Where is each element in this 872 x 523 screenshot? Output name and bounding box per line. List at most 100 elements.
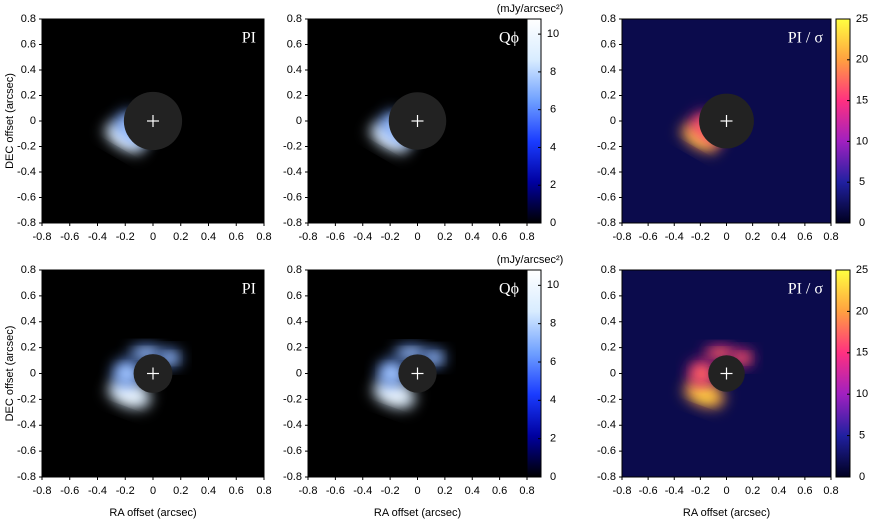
colorbar-tick-label: 2: [550, 433, 556, 445]
y-tick-label: 0: [296, 367, 302, 379]
y-tick-label: -0.4: [597, 419, 616, 431]
colorbar: [835, 18, 851, 224]
y-tick-label: 0.2: [287, 342, 302, 354]
y-tick-label: 0.8: [287, 13, 302, 25]
colorbar: [526, 18, 542, 224]
y-tick-label: -0.4: [283, 419, 302, 431]
x-tick-label: 0.8: [256, 485, 271, 497]
colorbar-tick-label: 2: [550, 179, 556, 191]
image: [42, 19, 264, 223]
y-tick-label: -0.8: [597, 217, 616, 229]
panel-title: PI / σ: [788, 281, 824, 298]
colorbar-tick-label: 25: [856, 264, 868, 276]
x-tick-label: -0.4: [353, 485, 372, 497]
colorbar-tick-label: 5: [859, 430, 865, 442]
x-tick-label: -0.6: [326, 231, 345, 243]
colorbar-label: (mJy/arcsec²): [497, 3, 564, 15]
colorbar-tick-label: 0: [859, 471, 865, 483]
colorbar-tick-label: 15: [856, 347, 868, 359]
x-tick-label: 0.6: [797, 485, 812, 497]
image: [308, 270, 527, 477]
x-tick-label: -0.2: [691, 231, 710, 243]
y-tick-label: 0.8: [287, 264, 302, 276]
x-tick-label: -0.8: [613, 231, 632, 243]
y-tick-label: 0: [296, 115, 302, 127]
y-tick-label: -0.8: [597, 471, 616, 483]
x-tick-label: -0.8: [613, 485, 632, 497]
colorbar: [835, 269, 851, 478]
y-tick-label: -0.2: [597, 140, 616, 152]
emission-core: [381, 386, 407, 402]
y-tick-label: 0.4: [287, 316, 302, 328]
y-tick-label: 0: [30, 115, 36, 127]
x-tick-label: 0.6: [492, 231, 507, 243]
y-tick-label: -0.4: [597, 166, 616, 178]
x-tick-label: -0.4: [665, 485, 684, 497]
colorbar-tick-label: 6: [550, 104, 556, 116]
x-tick-label: 0.2: [745, 485, 760, 497]
x-tick-label: -0.2: [116, 485, 135, 497]
colorbar-tick-label: 10: [856, 135, 868, 147]
emission-core: [383, 366, 400, 381]
y-tick-label: -0.4: [17, 419, 36, 431]
y-tick-label: 0.4: [601, 64, 616, 76]
colorbar-tick-label: 25: [856, 13, 868, 25]
x-tick-label: -0.6: [60, 231, 79, 243]
colorbar-tick-label: 4: [550, 394, 556, 406]
y-tick-label: -0.6: [17, 191, 36, 203]
colorbar-tick-label: 8: [550, 66, 556, 78]
x-tick-label: 0.6: [797, 231, 812, 243]
colorbar-tick-label: 4: [550, 141, 556, 153]
y-tick-label: -0.6: [597, 445, 616, 457]
panel-title: PI: [242, 281, 256, 298]
colorbar-label: (mJy/arcsec²): [497, 254, 564, 266]
x-axis-label: RA offset (arcsec): [374, 507, 461, 519]
x-tick-label: 0.4: [201, 485, 216, 497]
x-tick-label: -0.6: [326, 485, 345, 497]
x-tick-label: 0.8: [256, 231, 271, 243]
colorbar-tick-label: 5: [859, 176, 865, 188]
image: [308, 19, 527, 223]
y-tick-label: -0.8: [17, 217, 36, 229]
x-axis-label: RA offset (arcsec): [109, 507, 196, 519]
x-tick-label: 0: [414, 485, 420, 497]
x-tick-label: 0: [723, 485, 729, 497]
x-tick-label: -0.2: [691, 485, 710, 497]
emission-core: [116, 386, 143, 402]
colorbar-tick-label: 10: [547, 279, 559, 291]
y-tick-label: 0.6: [601, 290, 616, 302]
colorbar-tick-label: 0: [550, 217, 556, 229]
y-tick-label: -0.8: [283, 471, 302, 483]
colorbar-tick-label: 0: [550, 471, 556, 483]
x-tick-label: 0.2: [437, 231, 452, 243]
colorbar-tick-label: 8: [550, 318, 556, 330]
y-tick-label: -0.6: [283, 191, 302, 203]
x-tick-label: 0.4: [201, 231, 216, 243]
x-tick-label: 0.2: [745, 231, 760, 243]
image: [622, 19, 831, 223]
colorbar-tick-label: 20: [856, 54, 868, 66]
y-tick-label: 0.2: [287, 89, 302, 101]
x-tick-label: 0.4: [771, 485, 786, 497]
x-tick-label: 0: [150, 231, 156, 243]
y-tick-label: -0.8: [283, 217, 302, 229]
y-tick-label: -0.4: [17, 166, 36, 178]
x-tick-label: 0: [414, 231, 420, 243]
x-tick-label: -0.2: [381, 231, 400, 243]
x-tick-label: -0.2: [116, 231, 135, 243]
x-tick-label: 0.4: [771, 231, 786, 243]
x-tick-label: -0.6: [639, 231, 658, 243]
x-tick-label: -0.2: [381, 485, 400, 497]
x-tick-label: -0.4: [88, 485, 107, 497]
x-tick-label: 0.6: [229, 231, 244, 243]
emission-core: [693, 366, 710, 381]
y-tick-label: -0.2: [17, 393, 36, 405]
y-tick-label: -0.6: [597, 191, 616, 203]
panel-title: PI / σ: [788, 30, 824, 47]
y-tick-label: 0: [610, 115, 616, 127]
y-tick-label: 0.8: [601, 264, 616, 276]
y-tick-label: 0.6: [287, 290, 302, 302]
y-tick-label: 0: [30, 367, 36, 379]
x-tick-label: -0.8: [299, 231, 318, 243]
y-tick-label: 0.2: [21, 342, 36, 354]
